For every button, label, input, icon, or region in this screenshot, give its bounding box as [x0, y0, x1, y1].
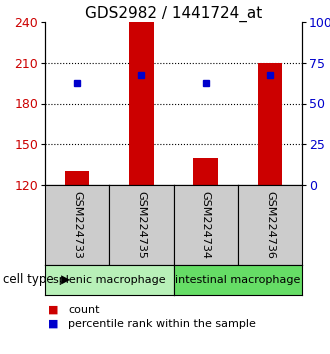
Title: GDS2982 / 1441724_at: GDS2982 / 1441724_at [85, 6, 262, 22]
Text: ■: ■ [48, 305, 59, 315]
Bar [129, 22, 153, 185]
Text: count: count [68, 305, 100, 315]
Text: splenic macrophage: splenic macrophage [53, 275, 166, 285]
Text: intestinal macrophage: intestinal macrophage [175, 275, 300, 285]
Bar [65, 171, 89, 185]
Text: GSM224736: GSM224736 [265, 191, 275, 259]
Text: percentile rank within the sample: percentile rank within the sample [68, 319, 256, 329]
Text: cell type  ▶: cell type ▶ [3, 274, 70, 286]
Bar [193, 158, 218, 185]
Bar [258, 63, 282, 185]
Text: GSM224733: GSM224733 [72, 191, 82, 259]
Text: ■: ■ [48, 319, 59, 329]
Text: GSM224735: GSM224735 [136, 191, 147, 259]
Text: GSM224734: GSM224734 [201, 191, 211, 259]
